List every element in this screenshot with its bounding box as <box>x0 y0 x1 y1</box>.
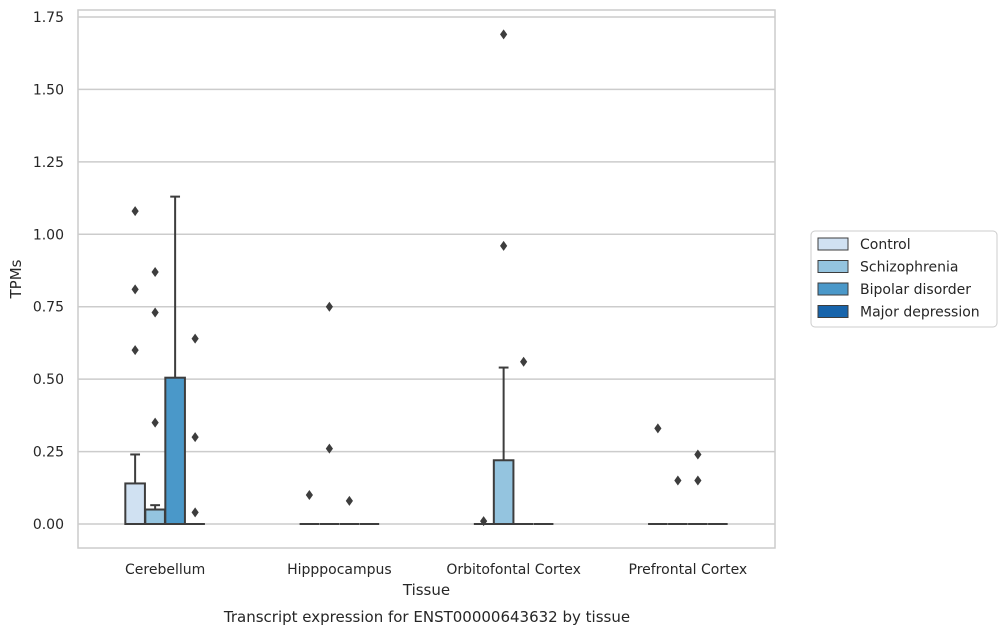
box-schizophrenia <box>668 475 688 525</box>
box-bipolar-disorder <box>164 195 186 525</box>
outlier-point <box>500 29 508 40</box>
plot-frame <box>77 9 776 549</box>
y-axis-ticks: 0.00 0.25 0.50 0.75 1.00 1.25 1.50 1.75 <box>33 10 64 533</box>
outlier-point <box>305 490 313 501</box>
outlier-point <box>325 443 333 454</box>
outlier-point <box>151 266 159 277</box>
legend: Control Schizophrenia Bipolar disorder Majo… <box>810 230 998 328</box>
outlier-point <box>191 333 199 344</box>
box-control <box>648 423 668 525</box>
y-tick-label: 0.75 <box>33 300 64 316</box>
outlier-point <box>674 475 682 486</box>
x-axis-label: Tissue <box>402 581 450 599</box>
outlier-point <box>191 432 199 443</box>
legend-swatch <box>817 237 849 251</box>
box-schizophrenia <box>492 29 515 525</box>
legend-swatch <box>817 260 849 273</box>
outlier-point <box>520 356 528 367</box>
legend-swatch <box>817 282 849 296</box>
x-tick-label: Cerebellum <box>125 562 205 578</box>
y-tick-label: 0.00 <box>33 517 64 533</box>
legend-swatch <box>817 305 849 318</box>
legend-label: Major depression <box>860 305 980 321</box>
box-major-depression <box>185 333 205 525</box>
y-tick-label: 0.25 <box>33 445 64 461</box>
box-body <box>492 459 515 525</box>
x-axis-ticks: Cerebellum Hipppocampus Orbitofontal Corte… <box>125 562 747 578</box>
y-tick-label: 1.25 <box>33 155 64 171</box>
box-bipolar-disorder <box>339 495 360 525</box>
box-control <box>473 516 494 527</box>
outlier-point <box>191 507 199 518</box>
outlier-point <box>131 284 139 295</box>
plot-area <box>78 10 775 548</box>
box-body <box>164 376 186 525</box>
outlier-point <box>694 475 702 486</box>
outlier-point <box>480 516 488 527</box>
box-body <box>144 508 166 525</box>
x-tick-label: Prefrontal Cortex <box>629 562 748 578</box>
y-axis-label: TPMs <box>7 259 25 299</box>
outlier-point <box>345 495 353 506</box>
legend-label: Schizophrenia <box>860 260 958 276</box>
boxes-layer <box>124 29 728 527</box>
outlier-point <box>500 240 508 251</box>
y-tick-label: 1.00 <box>33 227 64 243</box>
outlier-point <box>325 301 333 312</box>
y-tick-label: 1.75 <box>33 10 64 26</box>
box-bipolar-disorder <box>688 449 708 525</box>
legend-frame <box>810 230 998 328</box>
box-control <box>299 490 320 525</box>
x-tick-label: Hipppocampus <box>287 562 392 578</box>
box-schizophrenia <box>144 266 166 525</box>
outlier-point <box>151 417 159 428</box>
box-bipolar-disorder <box>513 356 534 525</box>
legend-label: Bipolar disorder <box>860 282 971 298</box>
x-tick-label: Orbitofontal Cortex <box>446 562 581 578</box>
chart-caption: Transcript expression for ENST0000064363… <box>223 608 630 626</box>
legend-label: Control <box>860 237 911 253</box>
y-tick-label: 1.50 <box>33 82 64 98</box>
outlier-point <box>151 307 159 318</box>
box-control <box>124 206 146 526</box>
outlier-point <box>694 449 702 460</box>
outlier-point <box>654 423 662 434</box>
box-schizophrenia <box>319 301 340 525</box>
outlier-point <box>131 206 139 217</box>
outlier-point <box>131 345 139 356</box>
box-body <box>124 482 146 526</box>
y-tick-label: 0.50 <box>33 372 64 388</box>
